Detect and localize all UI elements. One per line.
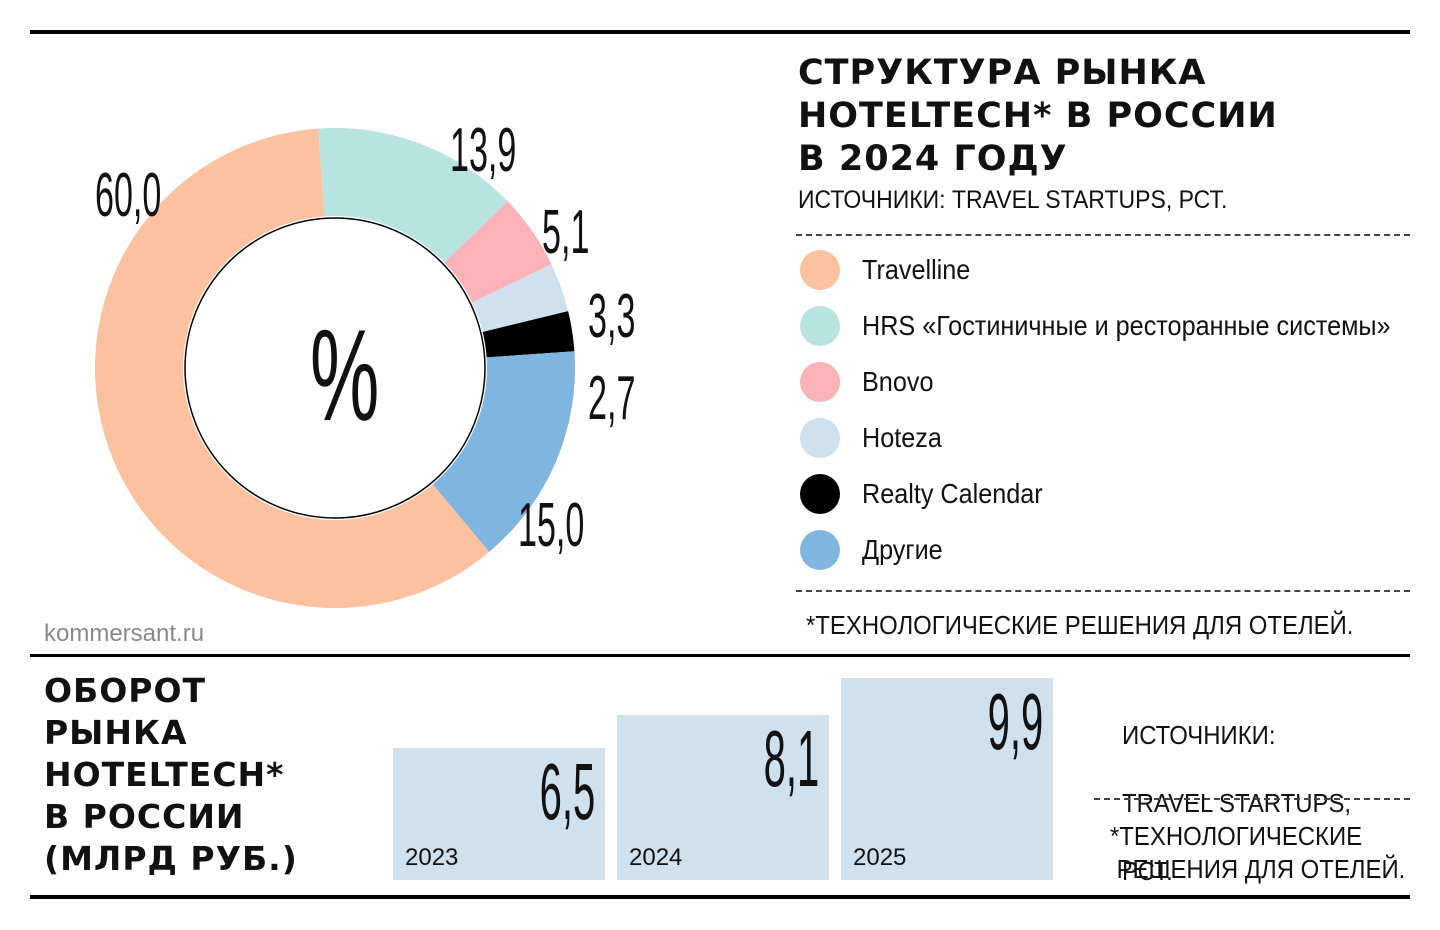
turnover-source-line: TRAVEL STARTUPS, — [1122, 788, 1352, 818]
structure-source: ИСТОЧНИКИ: TRAVEL STARTUPS, РСТ. — [798, 186, 1228, 214]
turnover-divider — [1094, 798, 1410, 800]
legend-swatch-icon — [800, 250, 840, 290]
donut-chart: % 13,9 5,1 3,3 2,7 15,0 60,0 — [60, 110, 680, 630]
legend-item: Hoteza — [800, 416, 1420, 460]
turnover-footnote-line: РЕШЕНИЯ ДЛЯ ОТЕЛЕЙ. — [1110, 854, 1406, 884]
legend-swatch-icon — [800, 530, 840, 570]
donut-slice-другие — [432, 351, 575, 552]
turnover-bar-year: 2025 — [853, 843, 907, 871]
donut-value-label: 5,1 — [542, 198, 590, 267]
turnover-bar-year: 2023 — [405, 843, 459, 871]
structure-title-line: СТРУКТУРА РЫНКА — [798, 53, 1207, 93]
turnover-title-line: РЫНКА — [44, 713, 188, 752]
legend-label: Realty Calendar — [862, 478, 1043, 509]
donut-slice-realty-calendar — [482, 311, 575, 358]
turnover-source-line: ИСТОЧНИКИ: — [1122, 720, 1276, 750]
turnover-bar-value: 9,9 — [987, 677, 1043, 767]
donut-slice-bnovo — [444, 201, 552, 303]
donut-svg — [95, 128, 575, 608]
middle-rule — [30, 654, 1410, 657]
legend-swatch-icon — [800, 474, 840, 514]
turnover-footnote-line: *ТЕХНОЛОГИЧЕСКИЕ — [1110, 821, 1363, 851]
structure-title: СТРУКТУРА РЫНКА HOTELTECH* В РОССИИ В 20… — [798, 52, 1278, 181]
legend-swatch-icon — [800, 362, 840, 402]
donut-slice-hrs-гостиничные-и-ресторанные-системы- — [318, 128, 508, 263]
legend-label: Hoteza — [862, 422, 942, 453]
donut-value-label: 2,7 — [588, 364, 636, 433]
donut-value-label: 3,3 — [588, 282, 636, 351]
legend-item: HRS «Гостиничные и ресторанные системы» — [800, 304, 1420, 348]
structure-title-line: HOTELTECH* В РОССИИ — [798, 96, 1278, 136]
turnover-bar-2024: 8,1 2024 — [617, 715, 829, 880]
legend-item: Realty Calendar — [800, 472, 1420, 516]
donut-inner-circle — [184, 217, 486, 519]
turnover-bar-value: 6,5 — [539, 746, 595, 836]
legend-item: Bnovo — [800, 360, 1420, 404]
structure-title-line: В 2024 ГОДУ — [798, 139, 1068, 179]
turnover-footnote: *ТЕХНОЛОГИЧЕСКИЕ РЕШЕНИЯ ДЛЯ ОТЕЛЕЙ. — [1110, 820, 1405, 886]
turnover-title-line: ОБОРОТ — [44, 671, 207, 710]
turnover-bar-chart: 6,5 2023 8,1 2024 9,9 2025 — [390, 660, 1060, 885]
turnover-title-line: (МЛРД РУБ.) — [44, 839, 298, 878]
legend-swatch-icon — [800, 306, 840, 346]
turnover-bar-year: 2024 — [629, 844, 683, 871]
top-rule — [30, 30, 1410, 34]
turnover-title-line: В РОССИИ — [44, 797, 245, 836]
brand-label: kommersant.ru — [44, 620, 205, 647]
turnover-bar-value: 8,1 — [763, 714, 819, 803]
donut-slice-travelline — [95, 128, 490, 608]
legend-divider-bottom — [796, 590, 1410, 592]
legend-label: Другие — [862, 534, 943, 565]
turnover-bar-2023: 6,5 2023 — [393, 746, 605, 880]
donut-slice-hoteza — [472, 264, 569, 332]
donut-value-label: 60,0 — [95, 161, 162, 230]
legend-swatch-icon — [800, 418, 840, 458]
donut-value-label: 13,9 — [450, 116, 517, 185]
legend-item: Другие — [800, 528, 1420, 572]
turnover-source: ИСТОЧНИКИ: TRAVEL STARTUPS, РСТ. — [1122, 684, 1351, 922]
legend-label: Travelline — [862, 254, 971, 285]
legend-item: Travelline — [800, 248, 1420, 292]
legend-label: HRS «Гостиничные и ресторанные системы» — [862, 310, 1391, 341]
legend-label: Bnovo — [862, 366, 934, 397]
turnover-title: ОБОРОТ РЫНКА HOTELTECH* В РОССИИ (МЛРД Р… — [44, 670, 298, 880]
turnover-bar-2025: 9,9 2025 — [841, 678, 1053, 880]
donut-value-label: 15,0 — [518, 491, 585, 560]
structure-footnote: *ТЕХНОЛОГИЧЕСКИЕ РЕШЕНИЯ ДЛЯ ОТЕЛЕЙ. — [806, 610, 1354, 640]
bottom-rule — [30, 895, 1410, 899]
legend-divider-top — [796, 234, 1410, 236]
turnover-title-line: HOTELTECH* — [44, 755, 285, 794]
donut-center-symbol: % — [310, 302, 380, 448]
turnover-source-line: РСТ. — [1122, 856, 1173, 886]
